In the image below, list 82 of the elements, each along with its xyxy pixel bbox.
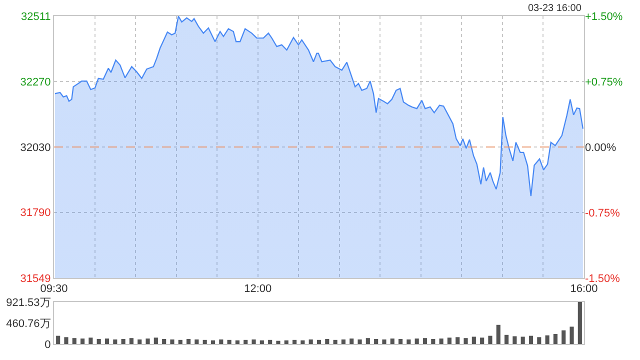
y2-tick-label: +0.75% [585,76,623,88]
bar [488,336,492,344]
bar [358,339,362,344]
bar [113,339,118,344]
bar [56,336,60,344]
y2-tick-label: +1.50% [585,10,623,23]
bar [366,338,370,344]
bar [553,334,558,344]
y2-tick-label: 0.00% [585,142,616,154]
bar [129,338,134,344]
x-tick-label: 09:30 [40,283,68,296]
bar [96,338,101,344]
y2-tick-label: -1.50% [585,272,620,285]
bar [414,338,419,344]
bar [227,340,232,344]
bar [284,340,288,344]
bar [496,324,500,344]
x-tick-label: 16:00 [570,283,598,296]
bar [80,338,85,344]
bar [210,340,216,344]
bar [350,338,354,344]
bar [244,340,248,344]
bar [300,340,305,344]
bar [260,340,264,344]
bar [537,337,542,344]
bar [431,338,436,344]
bar [341,339,346,344]
bar [64,337,68,344]
y-tick-label: 0 [44,338,51,351]
bar [194,339,199,344]
bar [504,334,509,344]
bar [456,337,460,344]
bar [186,338,191,344]
bar [292,340,297,344]
bar [88,338,93,344]
bar [268,340,272,344]
bar [325,338,330,344]
bar [406,339,411,344]
bar [154,338,158,344]
bar [512,336,517,344]
bar [146,338,150,344]
bar [374,338,378,344]
bar [219,339,224,344]
y-tick-label: 31549 [20,272,51,285]
bar [578,302,582,344]
bar [162,338,166,344]
bar [520,336,525,344]
bar [382,339,386,344]
y-tick-label: 32270 [20,76,51,88]
bar [472,336,476,344]
y-tick-label: 32030 [20,142,51,154]
bar [252,339,256,344]
text: 03-23 16:00 [528,3,582,14]
bar [480,338,484,344]
bar [121,338,126,344]
bar [138,339,142,344]
bar [308,339,313,344]
y-tick-label: 31790 [20,207,51,220]
y-tick-label: 32511 [21,10,51,23]
bar [390,338,394,344]
bar [276,340,280,344]
bar [104,338,110,344]
bar [398,338,403,344]
bar [72,338,76,344]
y2-tick-label: -0.75% [585,207,620,220]
bar [545,335,550,344]
bar [447,338,452,344]
bar [439,338,444,344]
x-tick-label: 12:00 [244,283,272,296]
bar [464,338,468,344]
bar [562,330,566,344]
y-tick-label: 460.76万 [6,318,51,330]
bar [170,339,174,344]
bar [235,340,240,344]
bar [202,340,207,344]
bar [178,340,182,344]
bar [570,326,574,344]
bar [316,340,322,344]
y-tick-label: 921.53万 [6,296,51,309]
bar [333,340,338,344]
bar [422,338,428,344]
bar [528,336,534,344]
